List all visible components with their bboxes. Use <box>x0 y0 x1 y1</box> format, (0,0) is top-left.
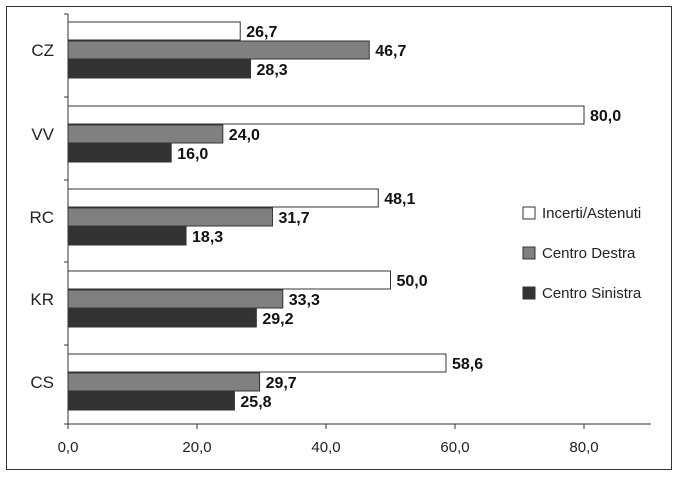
category-label: RC <box>29 208 54 227</box>
data-label: 58,6 <box>452 356 483 373</box>
data-label: 33,3 <box>289 292 320 309</box>
category-label: VV <box>31 125 54 144</box>
bar-2-4 <box>67 391 235 411</box>
data-label: 46,7 <box>375 43 406 60</box>
data-label: 25,8 <box>240 394 271 411</box>
data-label: 50,0 <box>397 273 428 290</box>
x-tick-label: 20,0 <box>182 439 211 456</box>
category-label: KR <box>30 290 54 309</box>
legend-label: Centro Sinistra <box>542 285 642 302</box>
data-label: 16,0 <box>177 146 208 163</box>
bar-2-0 <box>67 59 252 79</box>
data-label: 48,1 <box>384 191 415 208</box>
category-label: CS <box>30 373 54 392</box>
data-label: 26,7 <box>246 24 277 41</box>
bar-0-1 <box>67 105 585 125</box>
bar-1-3 <box>67 289 284 309</box>
x-tick-label: 60,0 <box>440 439 469 456</box>
x-tick-label: 0,0 <box>58 439 79 456</box>
x-tick-label: 80,0 <box>569 439 598 456</box>
category-label: CZ <box>31 41 54 60</box>
bar-2-3 <box>67 308 257 328</box>
bar-0-3 <box>67 270 391 290</box>
data-label: 31,7 <box>278 210 309 227</box>
bar-2-2 <box>67 226 187 246</box>
legend-swatch <box>522 286 536 300</box>
data-label: 29,2 <box>262 311 293 328</box>
data-label: 29,7 <box>266 375 297 392</box>
bar-1-2 <box>67 207 273 227</box>
bar-2-1 <box>67 143 172 163</box>
data-label: 24,0 <box>229 127 260 144</box>
legend-swatch <box>522 246 536 260</box>
bar-0-4 <box>67 353 447 373</box>
legend-swatch <box>522 206 536 220</box>
legend-label: Centro Destra <box>542 245 636 262</box>
legend-label: Incerti/Astenuti <box>542 205 641 222</box>
bar-1-1 <box>67 124 224 144</box>
bar-0-0 <box>67 21 241 41</box>
bar-1-4 <box>67 372 261 392</box>
bar-0-2 <box>67 188 379 208</box>
bar-1-0 <box>67 40 370 60</box>
data-label: 80,0 <box>590 108 621 125</box>
data-label: 18,3 <box>192 229 223 246</box>
x-tick-label: 40,0 <box>311 439 340 456</box>
data-label: 28,3 <box>257 62 288 79</box>
